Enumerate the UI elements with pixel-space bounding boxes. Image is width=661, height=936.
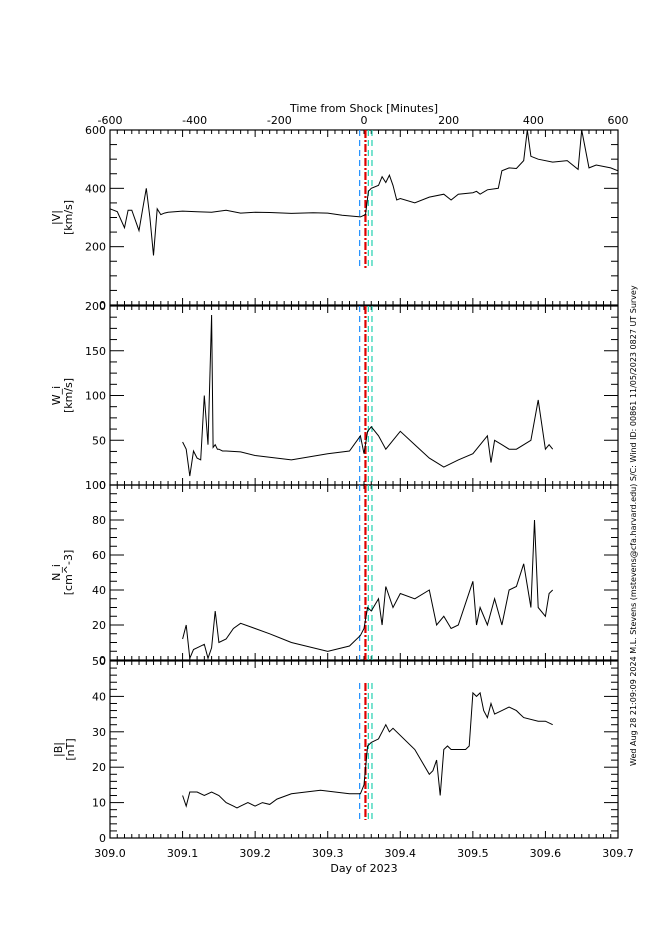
y-tick-label: 10 — [92, 797, 106, 810]
panel-4: 0 10 20 30 40 50 |B| [nT] — [52, 655, 619, 845]
y-tick-label: 50 — [92, 655, 106, 668]
x-tick-label: 309.7 — [602, 847, 634, 860]
panel-2: 0 50 100 150 200 W_i [km/s] — [50, 300, 619, 492]
x-tick-label: 309.6 — [530, 847, 562, 860]
x-tick-label: 309.2 — [239, 847, 271, 860]
y-tick-label: 200 — [85, 300, 106, 313]
data-series — [182, 519, 554, 661]
y-tick-label: 30 — [92, 726, 106, 739]
y-axis-label: N_i — [50, 564, 63, 581]
y-tick-label: 100 — [85, 479, 106, 492]
y-axis-unit: [km/s] — [62, 200, 75, 235]
x-tick-label: 309.3 — [312, 847, 344, 860]
y-axis-unit: [km/s] — [62, 378, 75, 413]
y-tick-label: 40 — [92, 584, 106, 597]
y-tick-label: 200 — [85, 241, 106, 254]
data-series — [109, 129, 619, 256]
top-tick-label: -600 — [98, 114, 123, 127]
y-tick-label: 20 — [92, 619, 106, 632]
x-tick-label: 309.0 — [94, 847, 126, 860]
top-tick-label: -200 — [267, 114, 292, 127]
y-axis-label: W_i — [50, 386, 63, 405]
top-axis-title: Time from Shock [Minutes] — [289, 102, 438, 115]
y-axis-unit: [nT] — [64, 738, 77, 760]
x-tick-label: 309.5 — [457, 847, 489, 860]
top-tick-label: 600 — [608, 114, 629, 127]
data-series — [182, 691, 553, 809]
bottom-day-axis: 309.0 309.1 309.2 309.3 309.4 309.5 309.6 309.7 — [94, 847, 634, 860]
y-tick-label: 0 — [99, 299, 106, 312]
y-axis-label: |V| — [50, 210, 63, 225]
y-axis-unit: [cm^-3] — [62, 550, 75, 596]
y-tick-label: 50 — [92, 434, 106, 447]
x-axis-title: Day of 2023 — [330, 862, 397, 875]
y-tick-label: 150 — [85, 345, 106, 358]
panel-3: 0 20 40 60 80 100 N_i [cm^-3] — [50, 479, 619, 667]
top-tick-label: 0 — [361, 114, 368, 127]
y-tick-label: 0 — [99, 832, 106, 845]
data-series — [182, 314, 554, 477]
y-tick-label: 0 — [99, 479, 106, 492]
top-tick-label: 200 — [438, 114, 459, 127]
y-tick-label: 20 — [92, 761, 106, 774]
provenance-side-text: Wed Aug 28 21:09:09 2024 M.L. Stevens (m… — [629, 285, 638, 766]
y-tick-label: 40 — [92, 690, 106, 703]
y-tick-label: 400 — [85, 182, 106, 195]
y-tick-label: 60 — [92, 549, 106, 562]
y-tick-label: 100 — [85, 390, 106, 403]
y-tick-label: 0 — [99, 654, 106, 667]
top-time-axis: -600 -400 -200 0 200 400 600 — [98, 114, 629, 127]
x-tick-label: 309.1 — [167, 847, 199, 860]
x-tick-label: 309.4 — [385, 847, 417, 860]
y-tick-label: 80 — [92, 514, 106, 527]
top-tick-label: -400 — [182, 114, 207, 127]
top-tick-label: 400 — [523, 114, 544, 127]
y-tick-label: 600 — [85, 124, 106, 137]
y-axis-label: |B| — [52, 742, 65, 757]
